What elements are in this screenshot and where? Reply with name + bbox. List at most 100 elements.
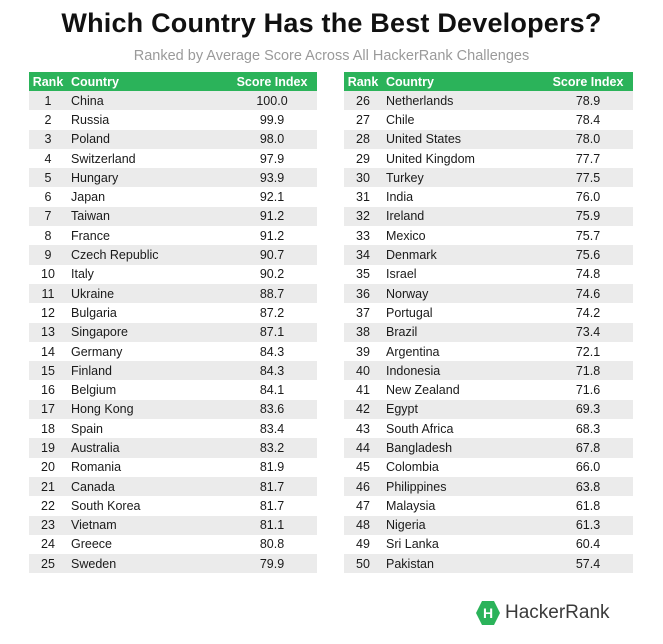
rank-cell: 11 (29, 283, 67, 304)
rank-cell: 38 (344, 322, 382, 342)
country-cell: Netherlands (382, 91, 543, 111)
score-cell: 73.4 (543, 322, 633, 342)
country-cell: Switzerland (67, 148, 227, 169)
country-cell: Argentina (382, 341, 543, 362)
rank-cell: 42 (344, 399, 382, 420)
rank-cell: 7 (29, 206, 67, 227)
ranking-table-left: Rank Country Score Index 1 China 100.0 2 Rus… (29, 72, 317, 574)
rank-cell: 6 (29, 187, 67, 207)
rank-cell: 35 (344, 264, 382, 284)
table-row: 37 Portugal 74.2 (344, 303, 633, 323)
rank-cell: 8 (29, 226, 67, 246)
country-cell: Pakistan (382, 554, 543, 574)
rank-cell: 23 (29, 515, 67, 535)
table-row: 24 Greece 80.8 (29, 534, 317, 555)
country-cell: Singapore (67, 322, 227, 342)
rank-cell: 47 (344, 496, 382, 516)
score-cell: 78.4 (543, 110, 633, 130)
rank-cell: 1 (29, 91, 67, 111)
rank-cell: 50 (344, 554, 382, 574)
score-cell: 68.3 (543, 419, 633, 439)
score-cell: 83.2 (227, 438, 317, 458)
rank-cell: 37 (344, 303, 382, 323)
country-cell: Sweden (67, 554, 227, 574)
country-cell: Sri Lanka (382, 534, 543, 555)
rank-cell: 18 (29, 419, 67, 439)
column-header-rank: Rank (29, 72, 67, 91)
country-cell: Romania (67, 457, 227, 477)
rank-cell: 21 (29, 476, 67, 497)
rank-cell: 16 (29, 380, 67, 400)
country-cell: Indonesia (382, 361, 543, 381)
rank-cell: 9 (29, 245, 67, 265)
rank-cell: 24 (29, 534, 67, 555)
table-row: 36 Norway 74.6 (344, 283, 633, 304)
rank-cell: 40 (344, 361, 382, 381)
rank-cell: 36 (344, 283, 382, 304)
score-cell: 83.4 (227, 419, 317, 439)
score-cell: 84.1 (227, 380, 317, 400)
country-cell: Egypt (382, 399, 543, 420)
score-cell: 90.7 (227, 245, 317, 265)
score-cell: 99.9 (227, 110, 317, 130)
chart-title: Which Country Has the Best Developers? (61, 8, 602, 38)
score-cell: 84.3 (227, 361, 317, 381)
rank-cell: 25 (29, 554, 67, 574)
table-row: 2 Russia 99.9 (29, 110, 317, 130)
country-cell: Italy (67, 264, 227, 284)
score-cell: 90.2 (227, 264, 317, 284)
column-header-country: Country (67, 72, 227, 91)
country-cell: Israel (382, 264, 543, 284)
country-cell: Nigeria (382, 515, 543, 535)
table-header-row: Rank Country Score Index (344, 72, 633, 91)
table-row: 47 Malaysia 61.8 (344, 496, 633, 516)
table-row: 5 Hungary 93.9 (29, 168, 317, 188)
rank-cell: 27 (344, 110, 382, 130)
rank-cell: 17 (29, 399, 67, 420)
rank-cell: 28 (344, 129, 382, 149)
score-cell: 72.1 (543, 341, 633, 362)
hackerrank-logo-icon: H (476, 601, 500, 625)
rank-cell: 22 (29, 496, 67, 516)
country-cell: Bulgaria (67, 303, 227, 323)
score-cell: 84.3 (227, 341, 317, 362)
country-cell: China (67, 91, 227, 111)
table-header-row: Rank Country Score Index (29, 72, 317, 91)
score-cell: 74.6 (543, 283, 633, 304)
chart-subtitle: Ranked by Average Score Across All Hacke… (133, 48, 530, 64)
table-row: 50 Pakistan 57.4 (344, 554, 633, 574)
score-cell: 74.2 (543, 303, 633, 323)
table-row: 7 Taiwan 91.2 (29, 206, 317, 227)
country-cell: Belgium (67, 380, 227, 400)
table-row: 15 Finland 84.3 (29, 361, 317, 381)
rank-cell: 48 (344, 515, 382, 535)
score-cell: 77.5 (543, 168, 633, 188)
table-row: 31 India 76.0 (344, 187, 633, 207)
score-cell: 97.9 (227, 148, 317, 169)
table-row: 40 Indonesia 71.8 (344, 361, 633, 381)
country-cell: Chile (382, 110, 543, 130)
country-cell: Mexico (382, 226, 543, 246)
country-cell: Poland (67, 129, 227, 149)
score-cell: 78.9 (543, 91, 633, 111)
country-cell: Hong Kong (67, 399, 227, 420)
table-row: 43 South Africa 68.3 (344, 419, 633, 439)
score-cell: 61.3 (543, 515, 633, 535)
score-cell: 88.7 (227, 283, 317, 304)
country-cell: Philippines (382, 476, 543, 497)
table-row: 20 Romania 81.9 (29, 457, 317, 477)
table-row: 17 Hong Kong 83.6 (29, 399, 317, 420)
rank-cell: 26 (344, 91, 382, 111)
rank-cell: 39 (344, 341, 382, 362)
rank-cell: 34 (344, 245, 382, 265)
table-row: 48 Nigeria 61.3 (344, 515, 633, 535)
country-cell: Hungary (67, 168, 227, 188)
table-row: 21 Canada 81.7 (29, 476, 317, 497)
country-cell: Australia (67, 438, 227, 458)
score-cell: 75.7 (543, 226, 633, 246)
score-cell: 75.9 (543, 206, 633, 227)
score-cell: 71.6 (543, 380, 633, 400)
table-row: 26 Netherlands 78.9 (344, 91, 633, 111)
score-cell: 80.8 (227, 534, 317, 555)
table-row: 39 Argentina 72.1 (344, 341, 633, 362)
